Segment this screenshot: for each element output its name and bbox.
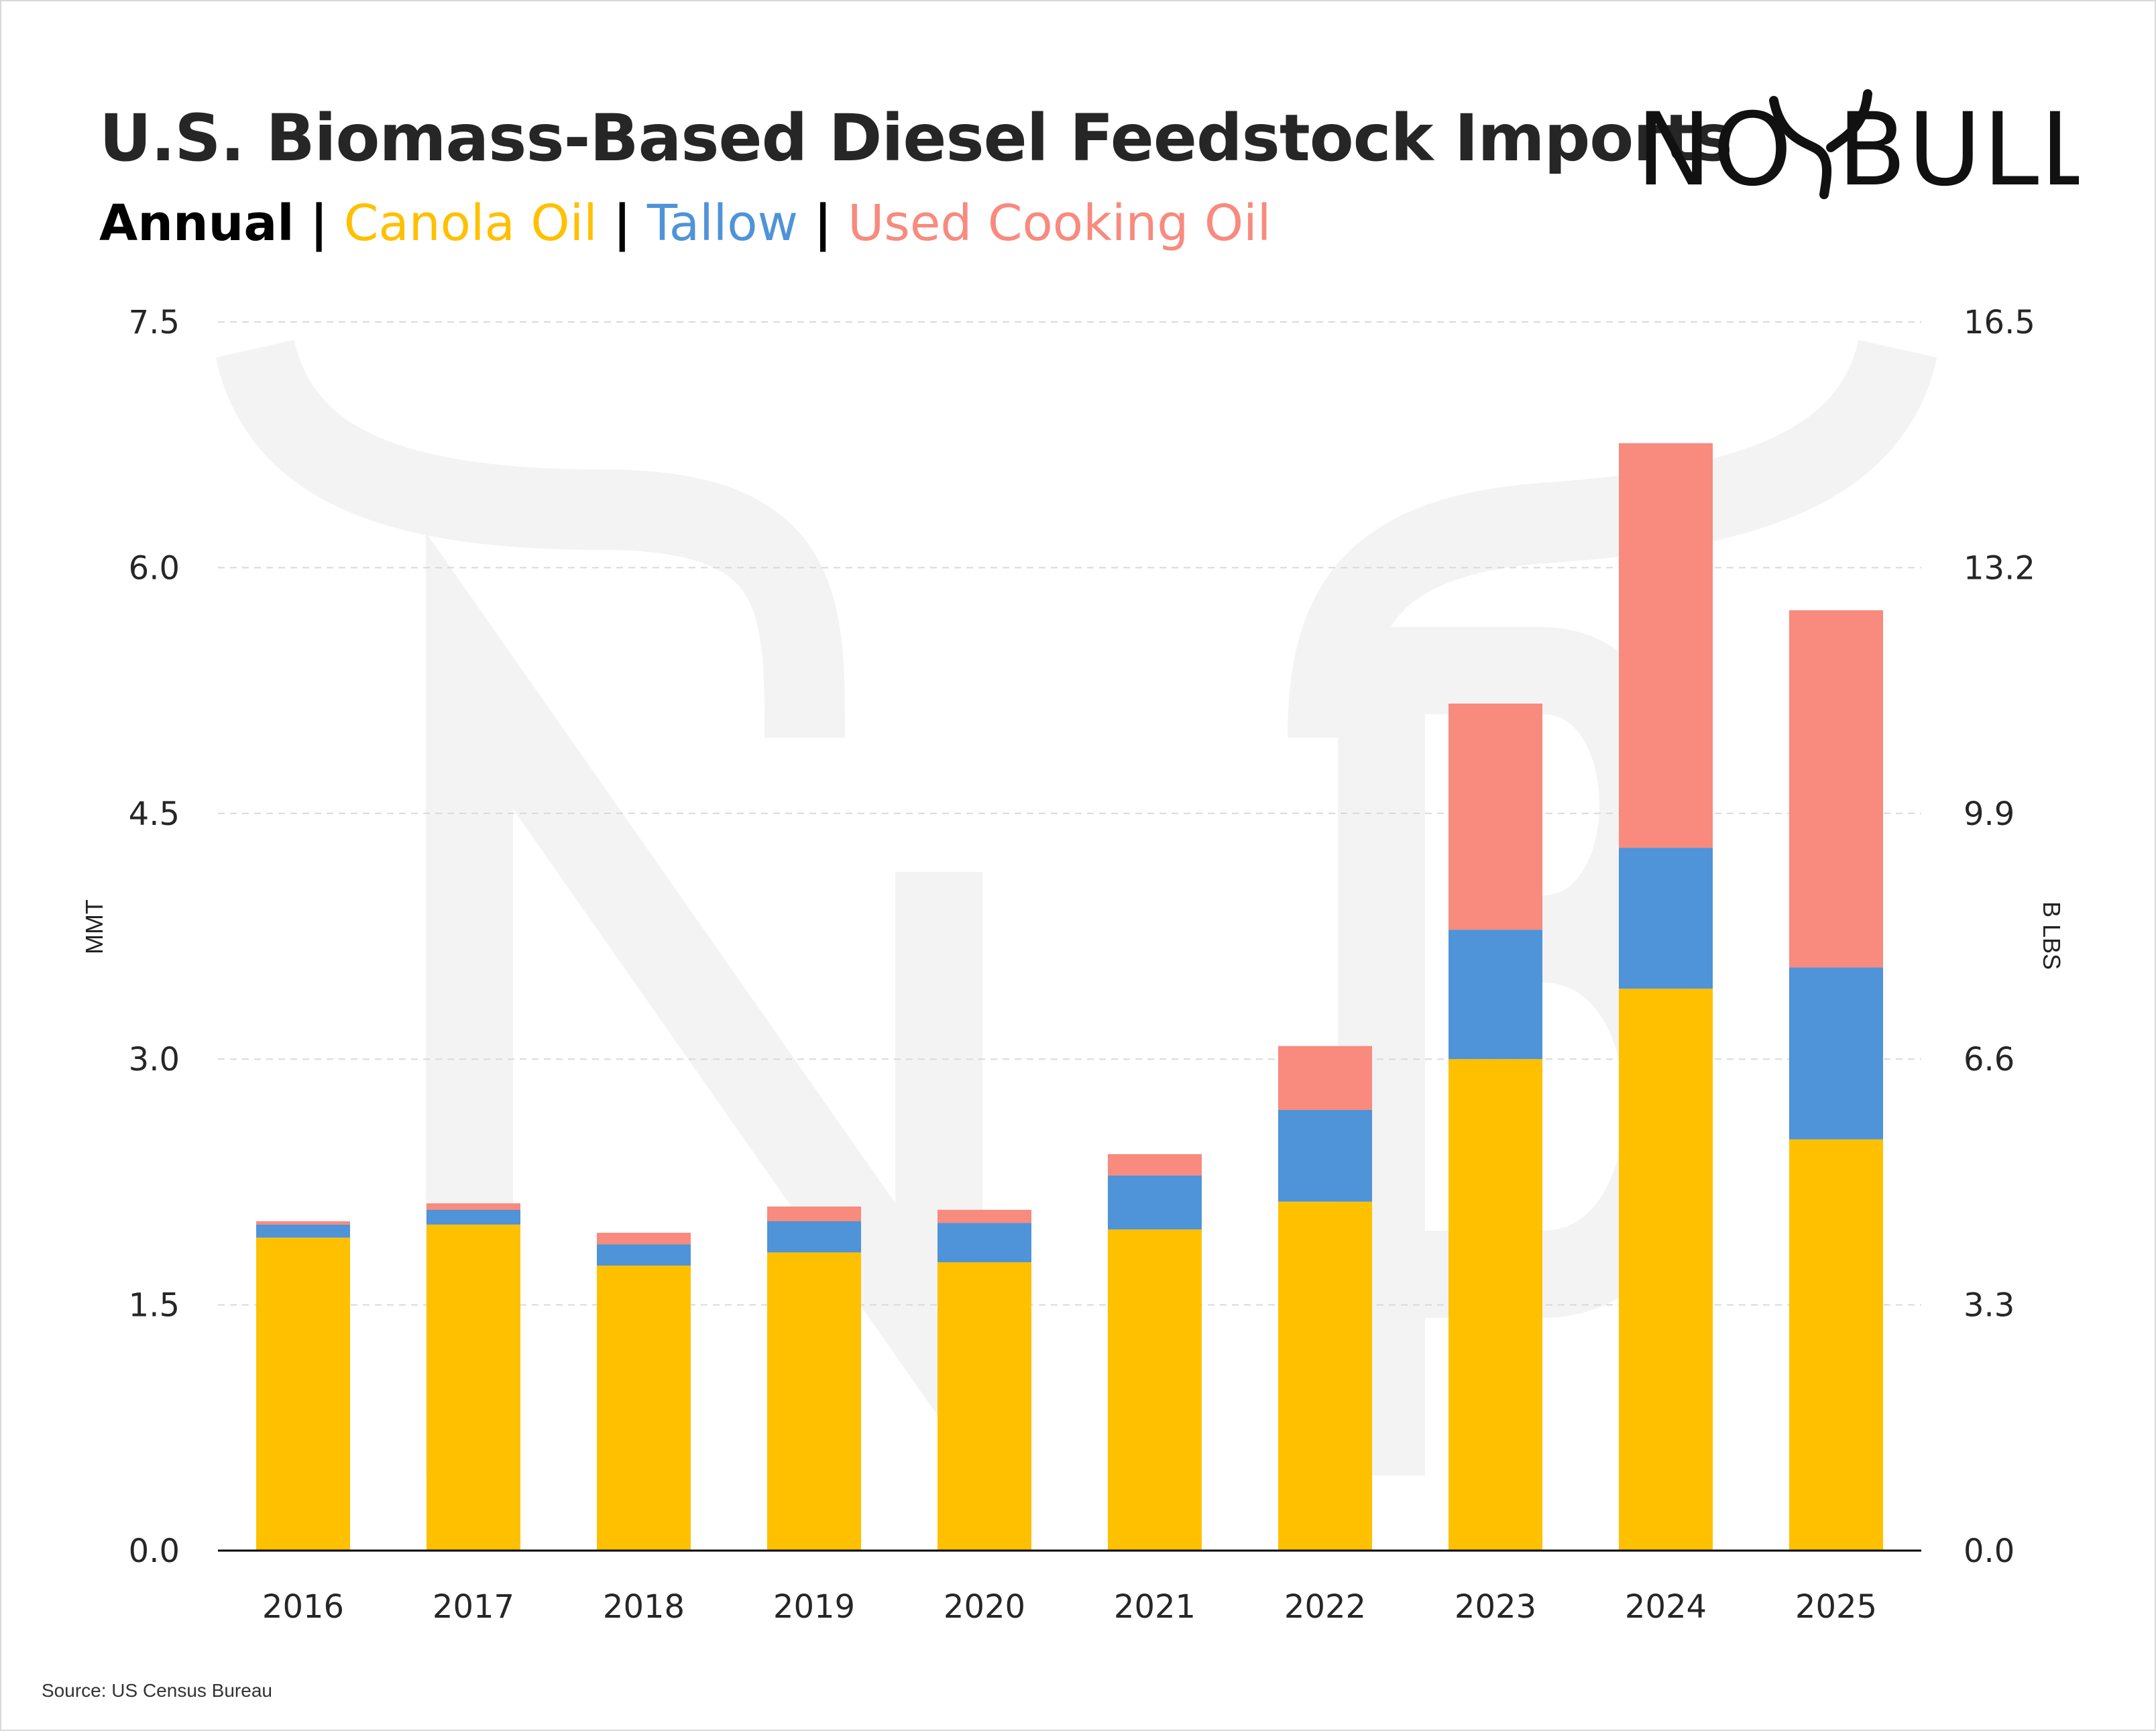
bar-series bbox=[256, 443, 1883, 1551]
x-tick-label: 2018 bbox=[603, 1588, 685, 1626]
bar-tallow-2019 bbox=[767, 1221, 861, 1253]
y-tick-right-label: 3.3 bbox=[1964, 1287, 2015, 1325]
y-tick-left-label: 6.0 bbox=[129, 549, 180, 587]
logo-text-left: NO bbox=[1636, 92, 1793, 209]
bar-canola-oil-2023 bbox=[1449, 1059, 1542, 1551]
y-axis-right-ticks: 0.0 3.3 6.6 9.9 13.2 16.5 bbox=[1964, 304, 2035, 1570]
source-note: Source: US Census Bureau bbox=[42, 1680, 272, 1701]
y-tick-right-label: 9.9 bbox=[1964, 795, 2015, 833]
x-tick-label: 2017 bbox=[433, 1588, 514, 1626]
x-tick-label: 2020 bbox=[944, 1588, 1025, 1626]
bar-canola-oil-2019 bbox=[767, 1252, 861, 1551]
bar-canola-oil-2024 bbox=[1619, 989, 1713, 1551]
y-axis-left-title: MMT bbox=[80, 899, 108, 954]
y-tick-left-label: 4.5 bbox=[129, 795, 180, 833]
y-axis-right-title: B LBS bbox=[2038, 901, 2065, 970]
bar-used-cooking-oil-2021 bbox=[1108, 1154, 1202, 1176]
y-tick-right-label: 16.5 bbox=[1964, 304, 2035, 341]
subtitle-separator: | bbox=[310, 194, 329, 252]
y-tick-right-label: 0.0 bbox=[1964, 1532, 2015, 1570]
x-tick-label: 2022 bbox=[1284, 1588, 1366, 1626]
bar-canola-oil-2018 bbox=[597, 1266, 691, 1551]
bar-tallow-2023 bbox=[1449, 930, 1542, 1060]
bar-tallow-2017 bbox=[427, 1209, 520, 1225]
chart-subtitle: Annual | Canola Oil | Tallow | Used Cook… bbox=[99, 194, 1271, 252]
bar-used-cooking-oil-2018 bbox=[597, 1233, 691, 1245]
y-axis-left-ticks: 0.0 1.5 3.0 4.5 6.0 7.5 bbox=[129, 304, 180, 1570]
y-tick-right-label: 13.2 bbox=[1964, 549, 2035, 587]
x-tick-label: 2016 bbox=[262, 1588, 344, 1626]
y-tick-left-label: 3.0 bbox=[129, 1041, 180, 1078]
y-tick-right-label: 6.6 bbox=[1964, 1041, 2015, 1078]
logo-text-right: BULL bbox=[1837, 92, 2079, 209]
y-tick-left-label: 0.0 bbox=[129, 1532, 180, 1570]
watermark-logo bbox=[215, 339, 1937, 1480]
bar-canola-oil-2025 bbox=[1789, 1139, 1883, 1551]
bar-tallow-2025 bbox=[1789, 967, 1883, 1139]
legend-used-cooking-oil: Used Cooking Oil bbox=[848, 194, 1271, 252]
subtitle-separator: | bbox=[613, 194, 632, 252]
chart-title: U.S. Biomass-Based Diesel Feedstock Impo… bbox=[99, 101, 1733, 176]
x-tick-label: 2023 bbox=[1455, 1588, 1536, 1626]
bar-tallow-2024 bbox=[1619, 848, 1713, 989]
bar-tallow-2018 bbox=[597, 1244, 691, 1266]
x-tick-label: 2024 bbox=[1625, 1588, 1707, 1626]
bar-tallow-2016 bbox=[256, 1224, 350, 1238]
bar-canola-oil-2016 bbox=[256, 1237, 350, 1551]
y-tick-left-label: 7.5 bbox=[129, 304, 180, 341]
bar-used-cooking-oil-2019 bbox=[767, 1207, 861, 1221]
bar-used-cooking-oil-2017 bbox=[427, 1203, 520, 1210]
bar-tallow-2021 bbox=[1108, 1175, 1202, 1230]
bar-used-cooking-oil-2025 bbox=[1789, 610, 1883, 968]
bar-tallow-2020 bbox=[938, 1223, 1031, 1263]
legend-tallow: Tallow bbox=[646, 194, 799, 252]
bar-canola-oil-2017 bbox=[427, 1224, 520, 1551]
y-tick-left-label: 1.5 bbox=[129, 1287, 180, 1325]
x-tick-label: 2021 bbox=[1114, 1588, 1196, 1626]
x-tick-label: 2019 bbox=[773, 1588, 855, 1626]
subtitle-separator: | bbox=[813, 194, 832, 252]
x-tick-label: 2025 bbox=[1795, 1588, 1877, 1626]
bar-canola-oil-2021 bbox=[1108, 1229, 1202, 1551]
x-axis-ticks: 2016 2017 2018 2019 2020 2021 2022 2023 2024 2025 bbox=[262, 1588, 1877, 1626]
bar-used-cooking-oil-2016 bbox=[256, 1221, 350, 1225]
bar-canola-oil-2020 bbox=[938, 1262, 1031, 1551]
bar-used-cooking-oil-2023 bbox=[1449, 704, 1542, 930]
bar-used-cooking-oil-2024 bbox=[1619, 443, 1713, 848]
bar-tallow-2022 bbox=[1278, 1109, 1372, 1202]
bull-horns-icon bbox=[1769, 89, 1872, 199]
bar-used-cooking-oil-2020 bbox=[938, 1209, 1031, 1223]
bar-canola-oil-2022 bbox=[1278, 1201, 1372, 1551]
bar-used-cooking-oil-2022 bbox=[1278, 1046, 1372, 1110]
subtitle-frequency: Annual bbox=[99, 194, 294, 252]
legend-canola-oil: Canola Oil bbox=[343, 194, 598, 252]
brand-logo: NO BULL bbox=[1636, 89, 2079, 209]
